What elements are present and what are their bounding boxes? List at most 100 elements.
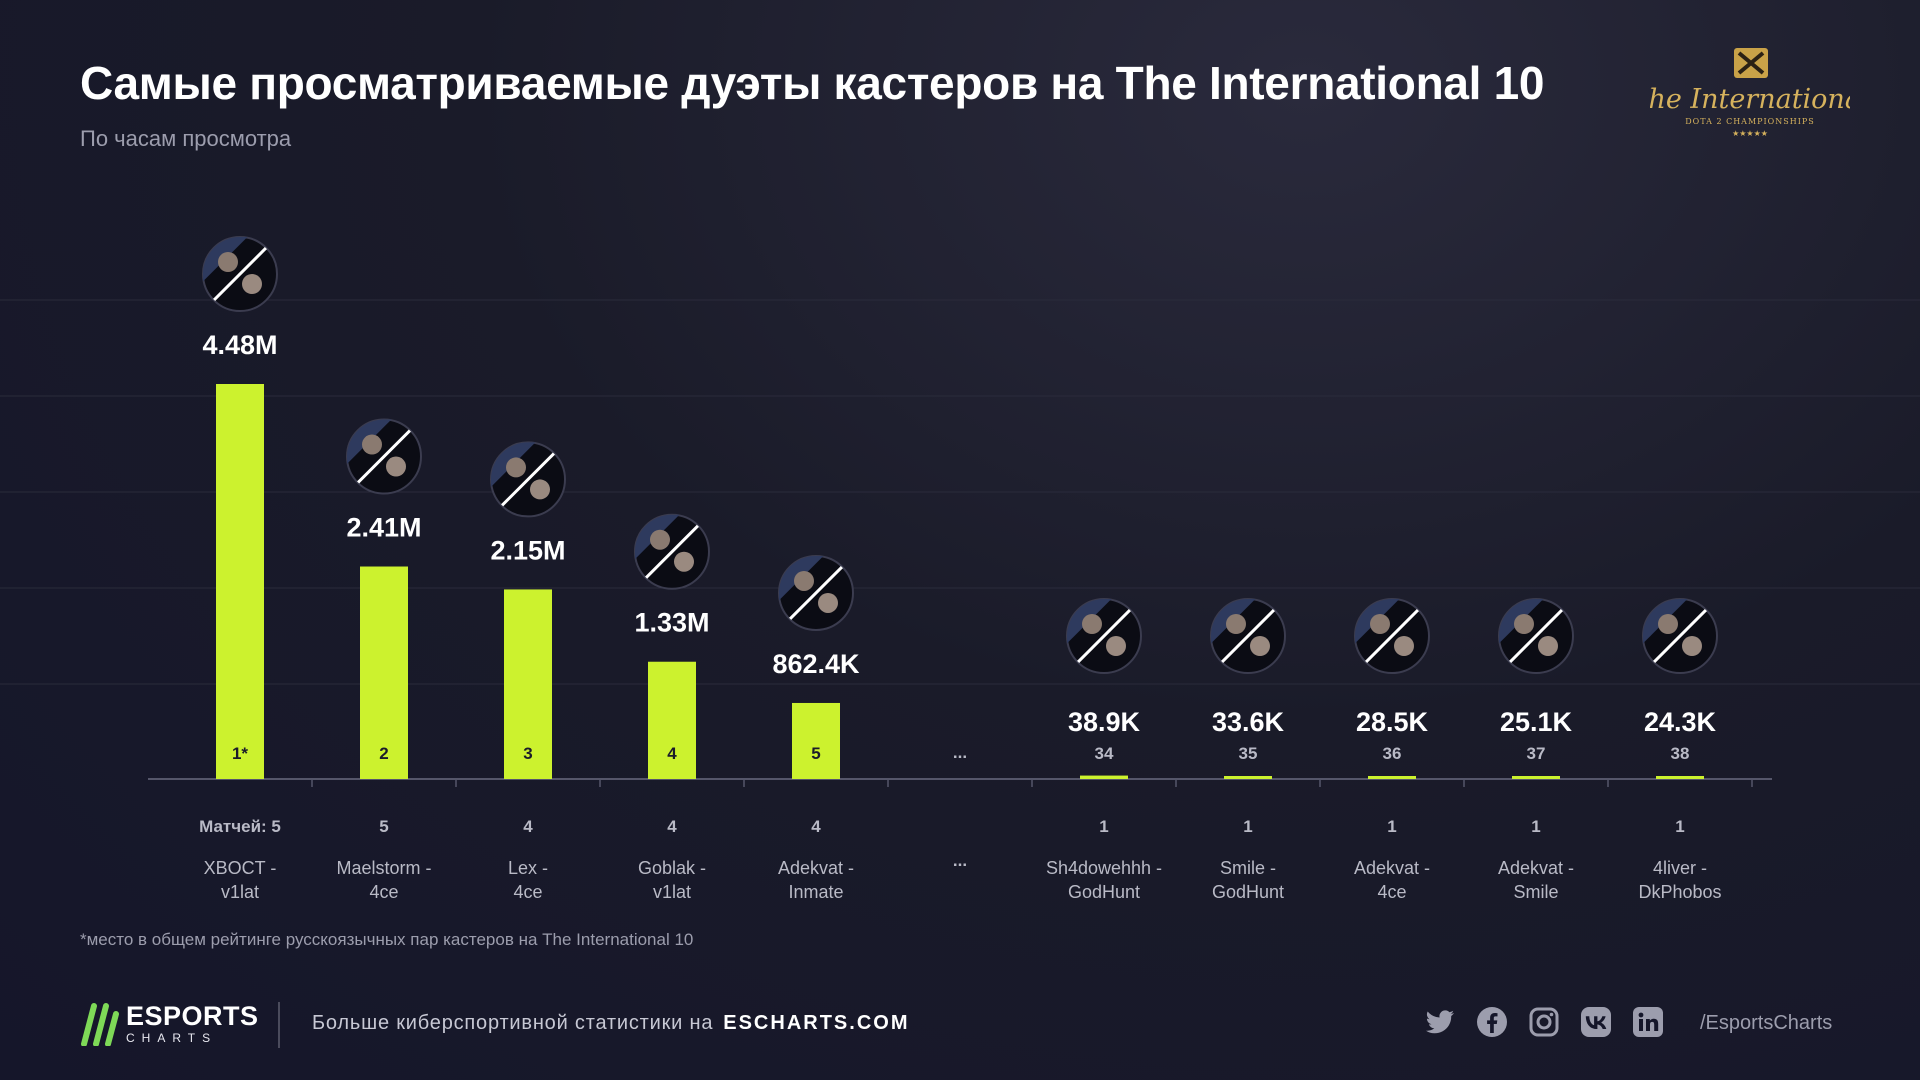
- footer: ESPORTS CHARTS Больше киберспортивной ст…: [0, 990, 1920, 1060]
- avatar-divider: [501, 452, 555, 507]
- bar-value-label: 862.4K: [772, 649, 860, 679]
- avatar-divider: [1221, 609, 1275, 663]
- matches-label: Матчей: 5: [199, 817, 281, 836]
- bar-rank-label: 1*: [232, 744, 248, 763]
- avatar-divider: [1653, 609, 1707, 663]
- avatar-face: [1538, 636, 1558, 656]
- bar-value-label: 38.9K: [1068, 707, 1141, 737]
- pair-label-line2: Smile: [1513, 882, 1558, 902]
- promo: Больше киберспортивной статистики на ESCH…: [312, 1012, 909, 1035]
- matches-label: 4: [811, 817, 821, 836]
- linkedin-icon[interactable]: [1632, 1006, 1664, 1038]
- esports-charts-icon: [81, 1003, 119, 1046]
- matches-label: 5: [379, 817, 388, 836]
- footnote: *место в общем рейтинге русскоязычных па…: [80, 930, 694, 949]
- chart-subtitle: По часам просмотра: [80, 126, 292, 151]
- twitter-icon[interactable]: [1424, 1006, 1456, 1038]
- pair-label-line1: Sh4dowehhh -: [1046, 858, 1162, 878]
- bar-rank-label: 4: [667, 744, 677, 763]
- matches-label: 1: [1675, 817, 1684, 836]
- promo-text: Больше киберспортивной статистики на: [312, 1012, 714, 1034]
- footer-divider: [278, 1002, 280, 1048]
- pair-label-line1: 4liver -: [1653, 858, 1707, 878]
- bar-rank-label: 37: [1527, 744, 1546, 763]
- bar-value-label: 24.3K: [1644, 707, 1717, 737]
- bar: [216, 384, 264, 779]
- pair-label-line2: 4ce: [513, 882, 542, 902]
- esports-charts-logo[interactable]: ESPORTS CHARTS: [80, 1000, 259, 1046]
- bar: [1224, 776, 1272, 779]
- pair-label-line2: v1lat: [221, 882, 259, 902]
- avatar-face: [506, 457, 526, 478]
- bar: [1080, 775, 1128, 779]
- matches-label: 4: [523, 817, 533, 836]
- bar-value-label: 2.41M: [346, 513, 421, 543]
- pair-label-line1: XBOCT -: [204, 858, 277, 878]
- avatar-face: [674, 551, 694, 572]
- bar: [1512, 776, 1560, 779]
- pair-label-line1: Lex -: [508, 858, 548, 878]
- avatar-face: [1226, 614, 1246, 634]
- brand-line1: ESPORTS: [126, 1000, 259, 1031]
- promo-site-link[interactable]: ESCHARTS.COM: [723, 1012, 910, 1034]
- pair-label-line2: GodHunt: [1212, 882, 1284, 902]
- social-handle[interactable]: /EsportsCharts: [1700, 1012, 1833, 1034]
- social-links: [1424, 1006, 1664, 1038]
- pair-label-line1: Adekvat -: [1498, 858, 1574, 878]
- bar-rank-label: 2: [379, 744, 388, 763]
- bar-value-label: 28.5K: [1356, 707, 1429, 737]
- bar: [360, 566, 408, 779]
- pair-label-line2: GodHunt: [1068, 882, 1140, 902]
- pair-label-line1: Maelstorm -: [336, 858, 431, 878]
- the-international-logo: The International DOTA 2 CHAMPIONSHIPS ★…: [1650, 48, 1850, 138]
- avatar-divider: [645, 524, 699, 579]
- pair-label-line1: Adekvat -: [1354, 858, 1430, 878]
- pair-label-line1: Adekvat -: [778, 858, 854, 878]
- facebook-icon[interactable]: [1476, 1006, 1508, 1038]
- avatar-face: [1250, 636, 1270, 656]
- bar-value-label: 33.6K: [1212, 707, 1285, 737]
- instagram-icon[interactable]: [1528, 1006, 1560, 1038]
- gap-ellipsis: ...: [953, 743, 967, 762]
- matches-label: 4: [667, 817, 677, 836]
- pair-label-line2: Inmate: [788, 882, 843, 902]
- matches-label: 1: [1531, 817, 1540, 836]
- avatar-divider: [1365, 609, 1419, 663]
- avatar-face: [1658, 614, 1678, 634]
- avatar-face: [650, 529, 670, 550]
- bar-rank-label: 34: [1095, 744, 1114, 763]
- bar-chart: 4.48M 1* Матчей: 5 XBOCT - v1lat 2.41M 2 5 Maels…: [0, 236, 1920, 902]
- brand-line2: CHARTS: [126, 1030, 218, 1045]
- vk-icon[interactable]: [1580, 1006, 1612, 1038]
- avatar-face: [818, 592, 838, 613]
- avatar-divider: [213, 247, 267, 301]
- avatar-face: [1106, 636, 1126, 656]
- avatar-face: [1682, 636, 1702, 656]
- pair-label-line2: 4ce: [369, 882, 398, 902]
- pair-label-line2: 4ce: [1377, 882, 1406, 902]
- avatar-face: [362, 434, 382, 455]
- pair-label-line2: v1lat: [653, 882, 691, 902]
- avatar-face: [1514, 614, 1534, 634]
- avatar-face: [218, 252, 238, 272]
- avatar-face: [1082, 614, 1102, 634]
- avatar-face: [1370, 614, 1390, 634]
- matches-label: 1: [1387, 817, 1396, 836]
- avatar-face: [530, 479, 550, 500]
- bar-rank-label: 35: [1239, 744, 1258, 763]
- avatar-half: [347, 419, 392, 464]
- ti-logo-tag: DOTA 2 CHAMPIONSHIPS: [1685, 117, 1814, 126]
- matches-label: 1: [1243, 817, 1252, 836]
- bar: [1656, 776, 1704, 779]
- avatar-face: [1394, 636, 1414, 656]
- avatar-face: [794, 570, 814, 591]
- avatar-divider: [357, 429, 411, 484]
- avatar-divider: [1077, 609, 1131, 663]
- avatar-half: [203, 237, 248, 282]
- ti-logo-script: The International: [1650, 84, 1850, 115]
- bar-value-label: 25.1K: [1500, 707, 1573, 737]
- bar: [648, 661, 696, 779]
- pair-label-line2: DkPhobos: [1638, 882, 1721, 902]
- pair-label-line1: Goblak -: [638, 858, 706, 878]
- svg-text:★★★★★: ★★★★★: [1732, 129, 1768, 138]
